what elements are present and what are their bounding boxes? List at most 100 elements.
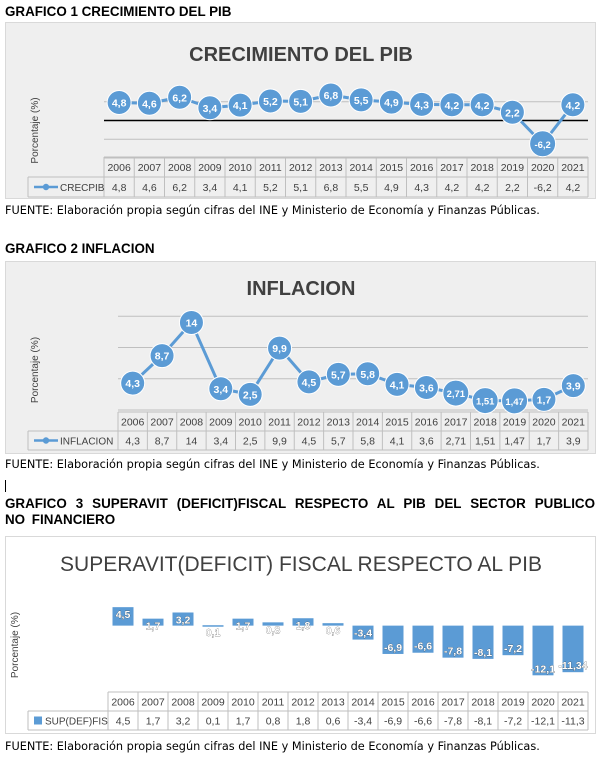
data-label: 1,7 <box>537 394 552 406</box>
data-label: 4,6 <box>142 98 157 110</box>
data-table: 2006 2007 2008 2009 2010 2011 2012 2013 2014 2015… <box>27 411 589 451</box>
table-value: 0,6 <box>326 716 341 728</box>
data-point <box>120 370 146 396</box>
table-year-label: 2018 <box>471 697 495 709</box>
table-value: 3,4 <box>214 436 229 448</box>
data-point <box>531 386 557 412</box>
y-axis-label: Porcentaje (%) <box>30 337 41 403</box>
bar-data-label: -6,6 <box>414 641 432 653</box>
table-value: 3,2 <box>176 716 191 728</box>
table-value: 14 <box>186 436 198 448</box>
data-point <box>560 373 586 399</box>
bar <box>322 623 344 626</box>
chart2-source: FUENTE: Elaboración propia según cifras … <box>5 458 540 471</box>
data-label: 5,5 <box>354 95 369 107</box>
data-point <box>296 369 322 395</box>
table-value: 4,5 <box>116 716 131 728</box>
table-value: 1,51 <box>475 436 496 448</box>
table-year-label: 2017 <box>441 697 465 709</box>
bar-data-label: 3,2 <box>176 614 191 626</box>
table-year-label: 2012 <box>289 162 313 174</box>
table-value: 3,4 <box>203 182 218 194</box>
table-value: 3,6 <box>419 436 434 448</box>
data-point <box>469 92 495 118</box>
table-year-label: 2013 <box>321 697 345 709</box>
data-point <box>106 90 132 115</box>
data-label: 2,2 <box>505 107 520 119</box>
table-value: 4,2 <box>475 182 490 194</box>
data-point <box>348 87 374 113</box>
table-year-label: 2009 <box>201 697 225 709</box>
table-year-label: 2008 <box>171 697 195 709</box>
table-year-label: 2011 <box>262 697 285 709</box>
data-point <box>318 82 344 108</box>
table-year-label: 2019 <box>503 417 527 429</box>
data-point <box>413 375 439 400</box>
table-value: 4,3 <box>125 436 140 448</box>
table-year-label: 2011 <box>259 162 282 174</box>
table-value: 8,7 <box>155 436 170 448</box>
bar-data-label: -6,9 <box>384 642 402 654</box>
data-label: 4,2 <box>475 100 490 112</box>
table-value: 6,8 <box>324 182 339 194</box>
chart1-source: FUENTE: Elaboración propia según cifras … <box>5 204 540 217</box>
data-label: 1,51 <box>476 397 495 408</box>
data-point <box>149 343 175 369</box>
table-value: 4,8 <box>112 182 127 194</box>
data-point <box>384 371 410 397</box>
table-value: -7,2 <box>504 716 522 728</box>
table-value: 1,7 <box>146 716 161 728</box>
table-value: -8,1 <box>474 716 492 728</box>
data-label: 4,1 <box>233 100 248 112</box>
data-label: 9,9 <box>272 343 287 355</box>
table-year-label: 2007 <box>150 417 174 429</box>
bar-data-label: 0,8 <box>266 624 281 636</box>
text-cursor <box>5 480 6 492</box>
data-point <box>208 376 234 402</box>
bar <box>172 612 194 626</box>
chart-title: INFLACION <box>247 278 356 300</box>
table-year-label: 2006 <box>111 697 135 709</box>
bar-data-label: -7,2 <box>504 643 522 655</box>
table-year-label: 2011 <box>268 417 291 429</box>
chart1-container: CRECIMIENTO DEL PIB Porcentaje (%) 2006 200… <box>5 22 596 199</box>
table-value: 0,1 <box>206 716 221 728</box>
data-label: 4,5 <box>302 377 317 389</box>
table-year-label: 2015 <box>380 162 404 174</box>
bar <box>232 618 254 626</box>
data-label: 5,8 <box>360 369 375 381</box>
table-year-label: 2008 <box>180 417 204 429</box>
table-year-label: 2018 <box>474 417 498 429</box>
table-value: -3,4 <box>354 716 372 728</box>
chart-title: CRECIMIENTO DEL PIB <box>189 44 413 66</box>
table-year-label: 2020 <box>531 162 555 174</box>
data-point <box>442 379 470 407</box>
table-year-label: 2014 <box>356 417 380 429</box>
bar-data-label: -3,4 <box>354 628 372 640</box>
legend-label: CRECPIB <box>60 183 105 194</box>
table-year-label: 2007 <box>141 697 165 709</box>
data-point <box>471 387 499 415</box>
table-year-label: 2012 <box>291 697 315 709</box>
bar-data-label: 1,7 <box>236 621 251 633</box>
table-value: 2,2 <box>505 182 520 194</box>
table-year-label: 2014 <box>349 162 373 174</box>
bar <box>292 618 314 626</box>
data-label: 6,2 <box>172 92 187 104</box>
data-label: 6,8 <box>324 90 339 102</box>
bar <box>262 622 284 626</box>
table-year-label: 2019 <box>501 162 525 174</box>
y-axis-label: Porcentaje (%) <box>10 612 21 678</box>
table-value: 3,9 <box>566 436 581 448</box>
data-point <box>325 361 351 387</box>
table-year-label: 2017 <box>440 162 464 174</box>
data-point <box>197 95 223 121</box>
data-point <box>267 335 293 361</box>
bar <box>112 607 134 626</box>
table-value: 5,8 <box>360 436 375 448</box>
table-year-label: 2006 <box>107 162 131 174</box>
bar <box>382 625 404 654</box>
table-year-label: 2010 <box>239 417 263 429</box>
